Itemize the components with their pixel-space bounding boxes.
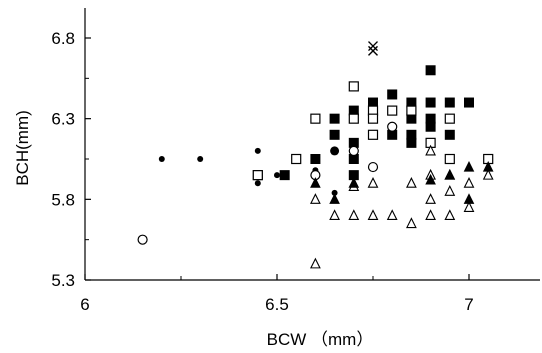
point-open-triangle: [348, 209, 360, 221]
point-filled-square: [279, 170, 290, 181]
point-small-filled-circle: [197, 156, 204, 162]
point-open-circle: [367, 161, 379, 173]
point-open-square: [406, 105, 417, 116]
point-small-filled-circle: [331, 189, 338, 196]
point-filled-square: [348, 170, 359, 181]
point-open-square: [367, 129, 379, 140]
x-tick-label: 7: [464, 295, 473, 314]
point-open-square: [348, 113, 359, 124]
point-filled-triangle: [329, 193, 340, 204]
point-filled-square: [387, 89, 398, 100]
point-filled-square: [425, 121, 436, 132]
point-open-triangle: [425, 193, 436, 204]
point-filled-square: [368, 97, 378, 108]
y-axis-title: BCH(mm): [13, 110, 32, 186]
point-filled-triangle: [348, 177, 360, 188]
point-cross: [368, 45, 378, 56]
y-tick-label: 6.8: [51, 29, 75, 48]
x-tick-label: 6.5: [265, 295, 289, 314]
point-open-triangle: [444, 185, 456, 196]
point-open-circle: [348, 145, 359, 157]
point-small-filled-circle: [254, 147, 261, 154]
point-open-square: [387, 105, 398, 116]
x-axis-title: BCW （mm）: [267, 330, 374, 349]
point-open-triangle: [425, 144, 436, 156]
point-open-triangle: [425, 209, 436, 221]
point-filled-triangle: [482, 160, 494, 172]
point-filled-triangle: [463, 160, 475, 172]
point-open-square: [348, 81, 359, 92]
point-filled-triangle: [425, 173, 436, 185]
point-filled-square: [387, 129, 398, 140]
point-open-square: [367, 113, 379, 124]
point-open-square: [444, 113, 455, 124]
data-points: [137, 41, 494, 269]
y-tick-label: 5.3: [51, 271, 75, 290]
point-open-square: [252, 170, 263, 181]
point-open-triangle: [463, 201, 475, 212]
point-open-triangle: [329, 209, 340, 221]
point-filled-square: [425, 97, 436, 108]
point-filled-square: [406, 97, 417, 108]
point-open-triangle: [406, 217, 417, 229]
point-filled-circle: [330, 146, 340, 156]
point-filled-square: [464, 97, 474, 108]
point-open-circle: [387, 121, 398, 132]
point-open-triangle: [482, 168, 494, 180]
point-filled-triangle: [310, 177, 321, 188]
point-filled-square: [348, 137, 359, 148]
point-open-square: [291, 153, 302, 165]
point-open-triangle: [310, 257, 321, 269]
x-tick-label: 6: [80, 295, 89, 314]
point-filled-triangle: [463, 193, 475, 204]
point-filled-square: [406, 129, 417, 140]
point-filled-square: [310, 154, 321, 164]
point-small-filled-circle: [158, 156, 165, 162]
point-cross: [368, 41, 378, 52]
point-open-triangle: [406, 176, 417, 188]
point-filled-square: [329, 113, 340, 124]
point-filled-triangle: [444, 169, 456, 180]
point-small-filled-circle: [254, 180, 261, 187]
point-open-triangle: [444, 209, 456, 221]
point-small-filled-circle: [274, 172, 280, 179]
point-filled-square: [444, 129, 455, 140]
tick-marks: 6 6.5 7 5.3 5.8 6.3 6.8: [51, 29, 473, 314]
point-filled-square: [425, 113, 436, 124]
point-filled-square: [406, 113, 417, 124]
y-tick-label: 5.8: [51, 190, 75, 209]
point-open-triangle: [310, 193, 321, 204]
point-filled-square: [444, 97, 455, 108]
point-filled-square: [348, 154, 359, 164]
point-open-triangle: [386, 209, 398, 221]
point-filled-square: [425, 65, 436, 76]
point-open-square: [310, 113, 321, 124]
point-filled-square: [329, 129, 340, 140]
point-filled-square: [348, 105, 359, 116]
point-filled-square: [406, 137, 417, 148]
point-open-square: [444, 153, 455, 165]
point-open-circle: [137, 234, 148, 245]
point-open-triangle: [367, 176, 379, 188]
point-open-triangle: [367, 209, 379, 221]
y-tick-label: 6.3: [51, 110, 75, 129]
point-open-triangle: [463, 176, 475, 188]
